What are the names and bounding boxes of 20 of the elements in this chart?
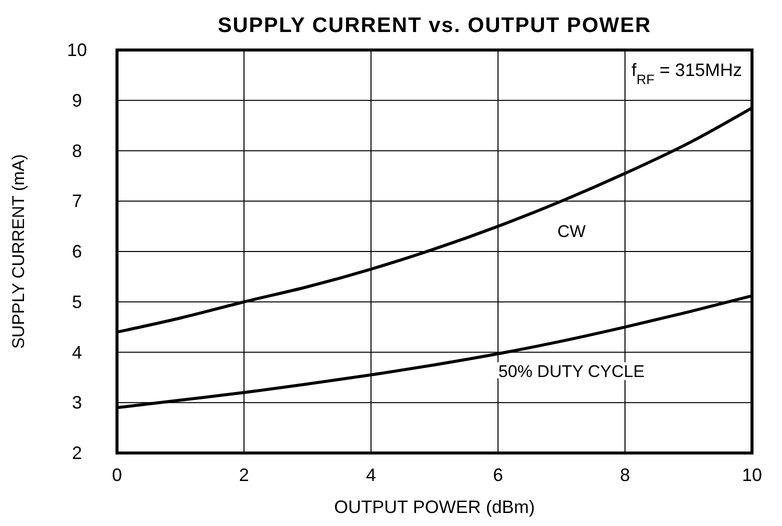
y-tick-label: 3 — [72, 392, 82, 413]
x-tick-label: 8 — [620, 465, 630, 485]
y-tick-label: 9 — [72, 90, 82, 110]
series-label: CW — [557, 222, 586, 242]
x-tick-label: 0 — [112, 465, 122, 485]
x-tick-label: 2 — [238, 465, 250, 485]
y-tick-label: 5 — [72, 292, 82, 312]
x-axis-title: OUTPUT POWER (dBm) — [334, 497, 535, 517]
y-tick-label: 4 — [72, 342, 82, 362]
annotation: f$_{RF}$ = 315MHz — [631, 60, 742, 86]
x-tick-label: 10 — [742, 465, 762, 485]
y-tick-label: 8 — [72, 140, 82, 161]
x-tick-label: 4 — [366, 465, 376, 485]
y-tick-label: 6 — [72, 242, 82, 262]
y-tick-label: 7 — [72, 191, 82, 212]
y-axis-title: SUPPLY CURRENT (mA) — [9, 154, 28, 349]
chart-title: SUPPLY CURRENT vs. OUTPUT POWER — [218, 14, 652, 37]
x-tick-label: 6 — [492, 465, 504, 485]
y-tick-label: 10 — [66, 40, 88, 60]
y-tick-label: 2 — [72, 443, 82, 463]
